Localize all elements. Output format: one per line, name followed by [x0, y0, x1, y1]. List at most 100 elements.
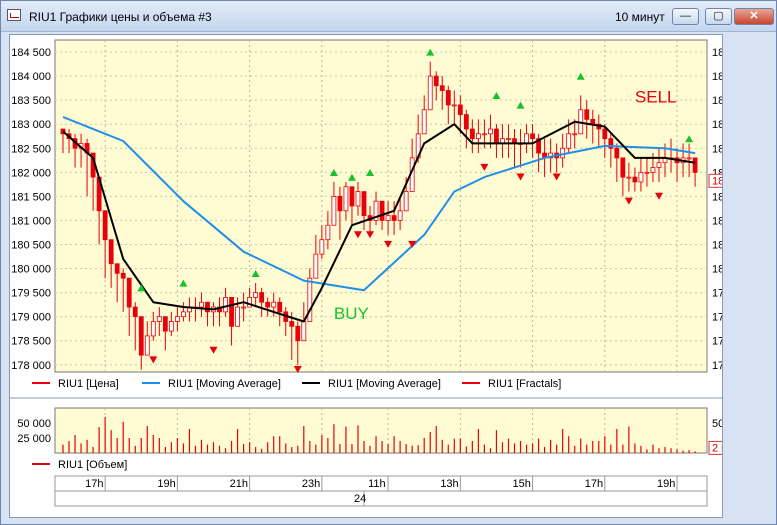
fractal-up-marker: [516, 101, 525, 109]
time-axis-hour-label: 15h: [513, 478, 531, 490]
time-axis-hour-label: 17h: [585, 478, 603, 490]
candle-body: [235, 306, 240, 327]
price-axis-left-tick: 184 000: [11, 71, 51, 83]
candle-body: [180, 311, 186, 318]
candle-body: [644, 171, 650, 174]
fractal-down-marker: [149, 356, 158, 364]
candle-body: [530, 133, 535, 140]
candle-body: [271, 301, 277, 308]
candle-body: [199, 301, 204, 308]
fractal-down-marker: [516, 173, 525, 181]
price-axis-right-tick: 178 000: [712, 360, 722, 372]
candle-body: [295, 325, 301, 342]
price-axis-right-tick: 184 000: [712, 71, 722, 83]
moving-average-blue-line: [62, 116, 696, 292]
legend-label: RIU1 [Moving Average]: [168, 378, 281, 390]
candle-body: [138, 316, 144, 356]
fractal-up-marker: [426, 48, 435, 56]
sell-annotation: SELL: [635, 88, 677, 107]
candle-body: [686, 157, 692, 160]
fractal-down-marker: [552, 173, 561, 181]
price-axis-right-tick: 179 000: [712, 312, 722, 324]
candle-body: [144, 335, 150, 356]
candle-body: [584, 109, 590, 120]
price-axis-right-tick: 181 500: [712, 191, 722, 203]
candle-body: [602, 128, 608, 140]
candle-body: [361, 191, 367, 217]
price-axis-right-tick: 181 000: [712, 215, 722, 227]
candle-body: [349, 186, 355, 207]
candle-body: [277, 301, 283, 313]
price-axis-left-tick: 180 500: [11, 239, 51, 251]
price-axis-left-tick: 181 500: [11, 191, 51, 203]
minimize-icon: —: [680, 10, 691, 22]
minimize-button[interactable]: —: [672, 8, 699, 25]
candle-body: [373, 200, 379, 221]
price-axis-right-tick: 180 500: [712, 239, 722, 251]
chart-canvas[interactable]: 184 500 184 500 184 000 184 000 183 500 183 5…: [10, 35, 752, 517]
candle-body: [626, 176, 632, 179]
price-axis-left-tick: 180 000: [11, 264, 51, 276]
fractal-up-marker: [179, 279, 188, 287]
candle-body: [229, 297, 234, 327]
price-axis-right-tick: 179 500: [712, 288, 722, 300]
candle-body: [614, 147, 620, 159]
candle-body: [638, 171, 644, 183]
time-axis-hour-label: 17h: [85, 478, 103, 490]
volume-legend-label: RIU1 [Объем]: [58, 459, 127, 471]
candle-body: [692, 157, 698, 173]
candle-body: [391, 215, 397, 221]
fractal-down-marker: [408, 240, 417, 248]
candle-body: [445, 90, 451, 106]
candle-body: [241, 306, 247, 309]
time-axis-date-label: 24: [354, 493, 366, 505]
candle-body: [494, 128, 499, 144]
restore-icon: ▢: [713, 10, 724, 22]
candle-body: [536, 138, 541, 154]
candle-body: [656, 162, 662, 168]
price-axis-right-tick: 178 500: [712, 336, 722, 348]
fractal-down-marker: [366, 231, 375, 239]
fractal-up-marker: [347, 173, 356, 181]
legend-label: RIU1 [Moving Average]: [328, 378, 441, 390]
candle-body: [572, 133, 578, 136]
candle-body: [162, 316, 168, 332]
volume-axis-left-tick: 50 000: [17, 418, 51, 430]
candle-body: [337, 195, 343, 212]
price-axis-left-tick: 178 000: [11, 360, 51, 372]
time-axis-hour-label: 19h: [157, 478, 175, 490]
fractal-down-marker: [480, 163, 489, 171]
candle-body: [506, 138, 511, 141]
time-axis-hour-label: 13h: [440, 478, 458, 490]
buy-annotation: BUY: [334, 304, 369, 323]
timeframe-label[interactable]: 10 минут: [615, 10, 665, 24]
price-axis-left-tick: 178 500: [11, 336, 51, 348]
fractal-up-marker: [576, 72, 585, 80]
candle-body: [253, 292, 259, 298]
fractal-down-marker: [209, 346, 218, 354]
candle-body: [433, 75, 439, 87]
time-axis-hour-label: 19h: [657, 478, 675, 490]
restore-button[interactable]: ▢: [705, 8, 732, 25]
price-axis-left-tick: 183 000: [11, 119, 51, 131]
candle-body: [439, 85, 445, 91]
candle-body: [247, 297, 253, 308]
price-axis-left-tick: 182 500: [11, 143, 51, 155]
price-axis-left-tick: 182 000: [11, 167, 51, 179]
title-bar[interactable]: RIU1 Графики цены и объема #3 10 минут —…: [1, 1, 776, 32]
fractal-down-marker: [353, 231, 362, 239]
fractal-down-marker: [654, 192, 663, 200]
candle-body: [488, 128, 493, 135]
candle-body: [379, 200, 385, 221]
close-button[interactable]: ✕: [734, 8, 774, 25]
candle-body: [325, 224, 331, 241]
candle-body: [289, 321, 295, 327]
price-axis-right-tick: 183 000: [712, 119, 722, 131]
candle-body: [343, 186, 349, 212]
candle-body: [403, 191, 409, 212]
candle-body: [397, 210, 403, 221]
price-axis-right-tick: 184 500: [712, 47, 722, 59]
price-axis-left-tick: 179 000: [11, 312, 51, 324]
candle-body: [150, 321, 156, 337]
